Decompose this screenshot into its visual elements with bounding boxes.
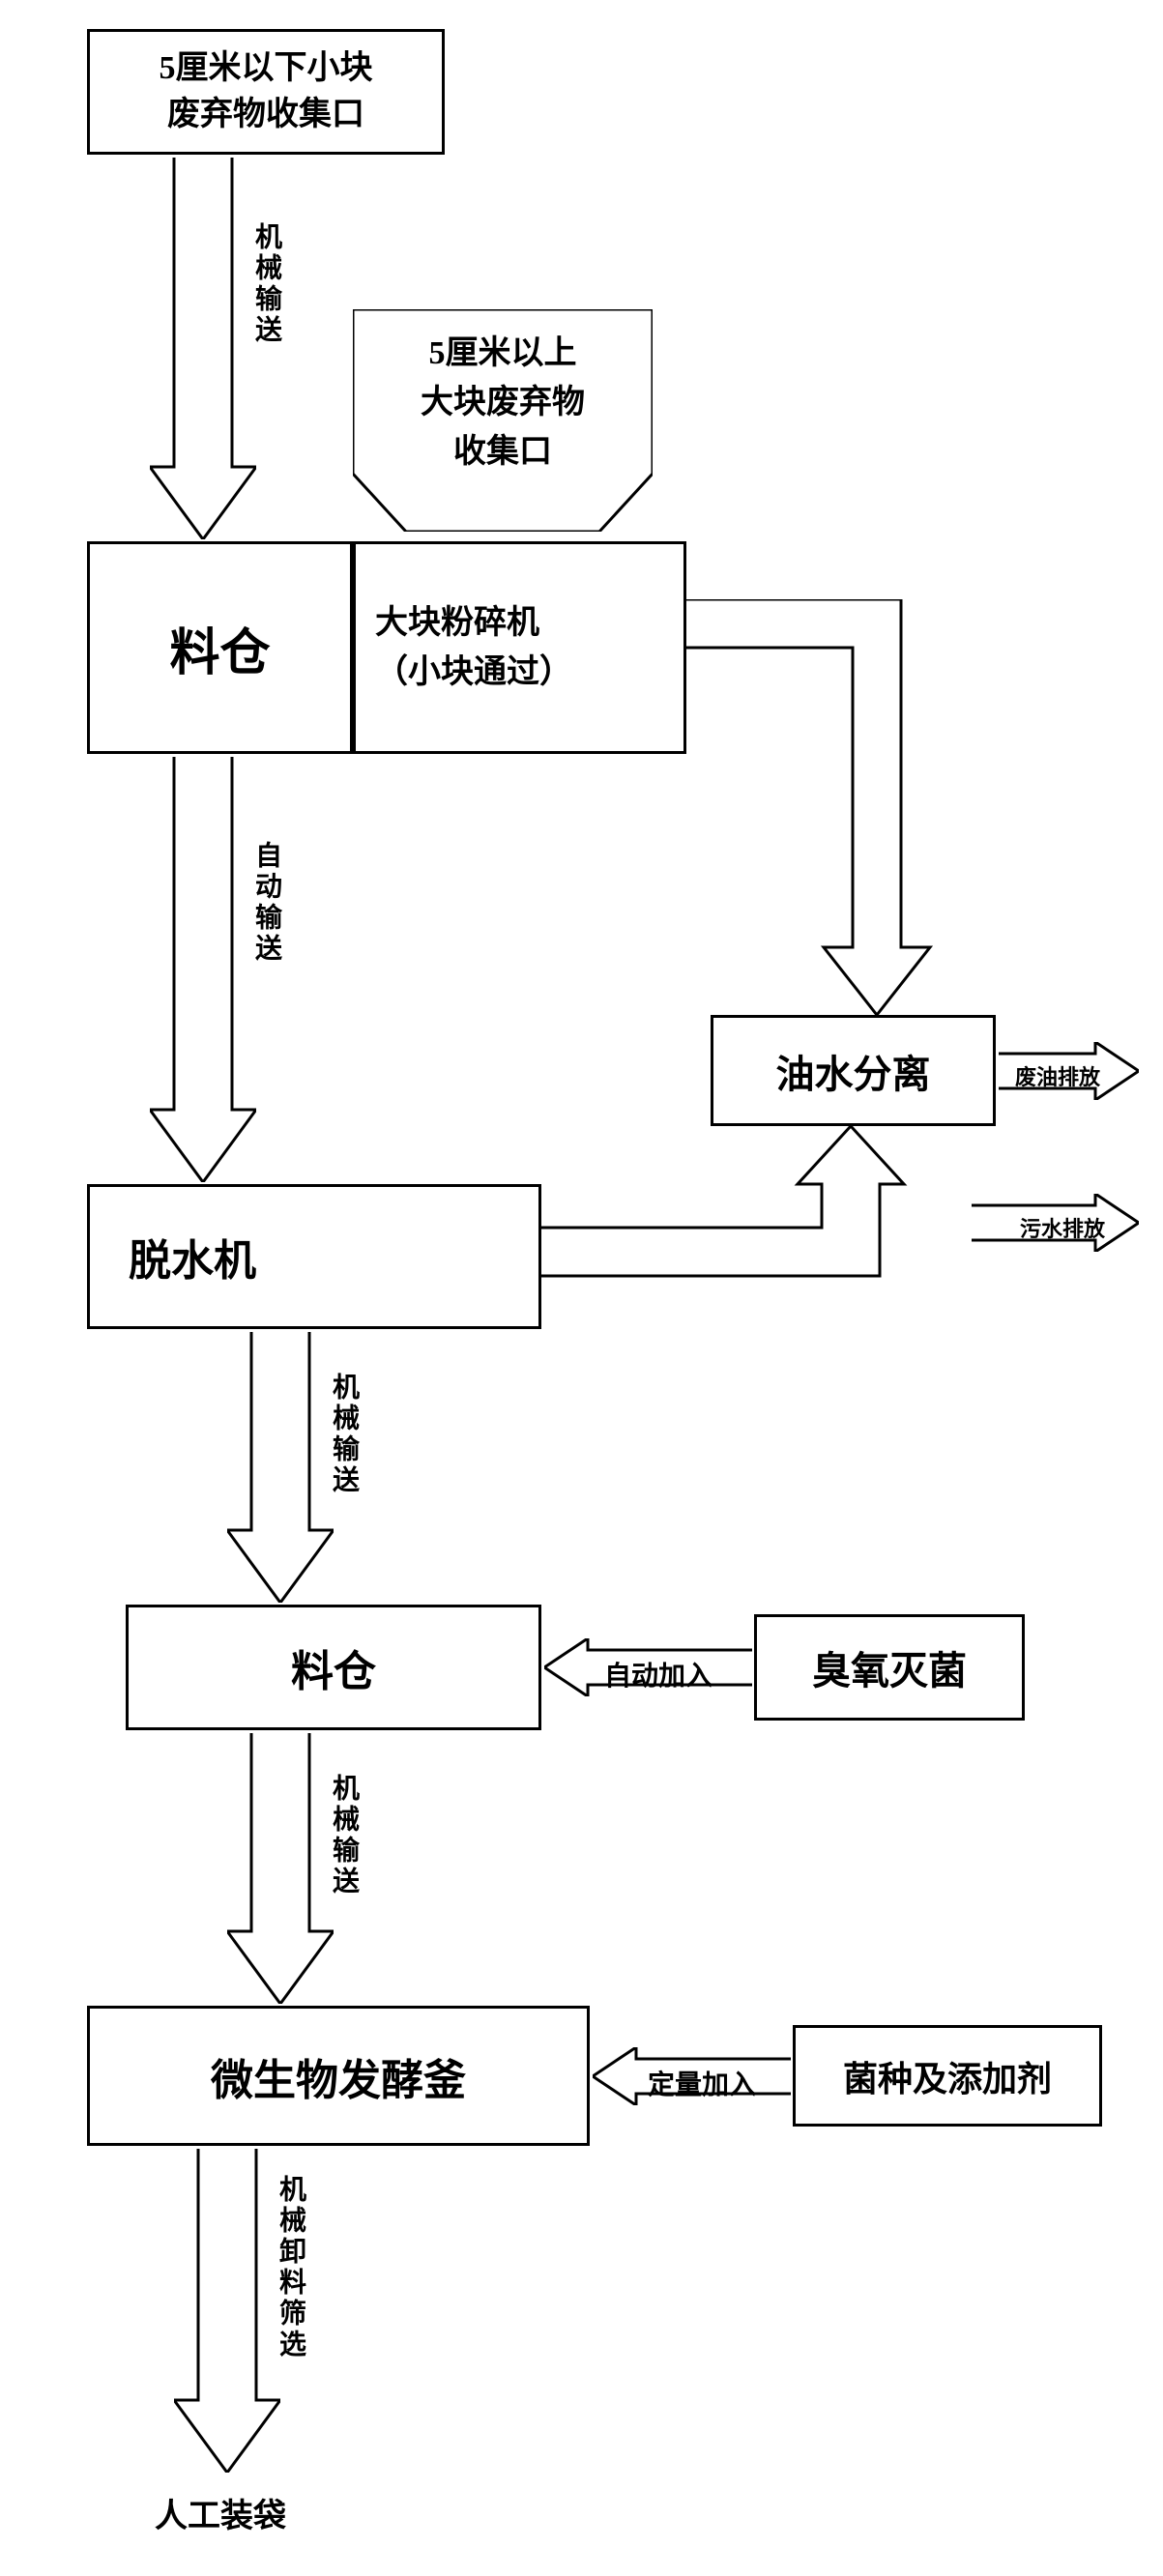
node-crusher: 大块粉碎机 （小块通过） (353, 541, 686, 754)
arrow-silo1-to-dehydrator (150, 757, 256, 1182)
arrow-silo2-to-fermenter-label: 机械输送 (324, 1774, 363, 1897)
label: 脱水机 (129, 1226, 256, 1288)
label-manual-bag: 人工装袋 (155, 2489, 286, 2536)
label: 料仓 (291, 1636, 376, 1698)
arrow-silo2-to-fermenter (227, 1733, 334, 2004)
node-silo1: 料仓 (87, 541, 353, 754)
label: 大块粉碎机 （小块通过） (375, 598, 572, 697)
label: 5厘米以下小块 废弃物收集口 (160, 45, 373, 137)
label: 臭氧灭菌 (812, 1639, 967, 1695)
node-oil-water-sep: 油水分离 (711, 1015, 996, 1126)
arrow-fermenter-unload-label: 机械卸料筛选 (271, 2175, 309, 2360)
arrow-additives-label: 定量加入 (648, 2064, 756, 2102)
arrow-silo1-to-dehydrator-label: 自动输送 (247, 841, 285, 965)
arrow-small-to-silo-label: 机械输送 (247, 222, 285, 346)
label: 5厘米以上 大块废弃物 收集口 (353, 329, 653, 477)
pipe-sewage-branch (877, 1182, 974, 1259)
arrow-ozone-label: 自动加入 (604, 1655, 712, 1693)
node-large-waste-inlet: 5厘米以上 大块废弃物 收集口 (353, 309, 653, 532)
node-additives: 菌种及添加剂 (793, 2025, 1102, 2127)
arrow-dehydrator-to-silo2-label: 机械输送 (324, 1373, 363, 1496)
label: 菌种及添加剂 (843, 2051, 1052, 2101)
pipe-crusher-to-oilwater (686, 599, 957, 1020)
node-silo2: 料仓 (126, 1605, 541, 1730)
node-dehydrator: 脱水机 (87, 1184, 541, 1329)
arrow-sewage-label: 污水排放 (1020, 1212, 1105, 1243)
label: 料仓 (169, 612, 270, 684)
arrow-small-to-silo (150, 158, 256, 539)
node-fermenter: 微生物发酵釜 (87, 2006, 590, 2146)
arrow-waste-oil-label: 废油排放 (1015, 1060, 1100, 1091)
node-ozone: 臭氧灭菌 (754, 1614, 1025, 1721)
label: 微生物发酵釜 (211, 2045, 466, 2107)
arrow-fermenter-to-bag (174, 2149, 280, 2473)
node-small-waste-inlet: 5厘米以下小块 废弃物收集口 (87, 29, 445, 155)
arrow-dehydrator-to-silo2 (227, 1332, 334, 1603)
label: 油水分离 (776, 1043, 931, 1099)
